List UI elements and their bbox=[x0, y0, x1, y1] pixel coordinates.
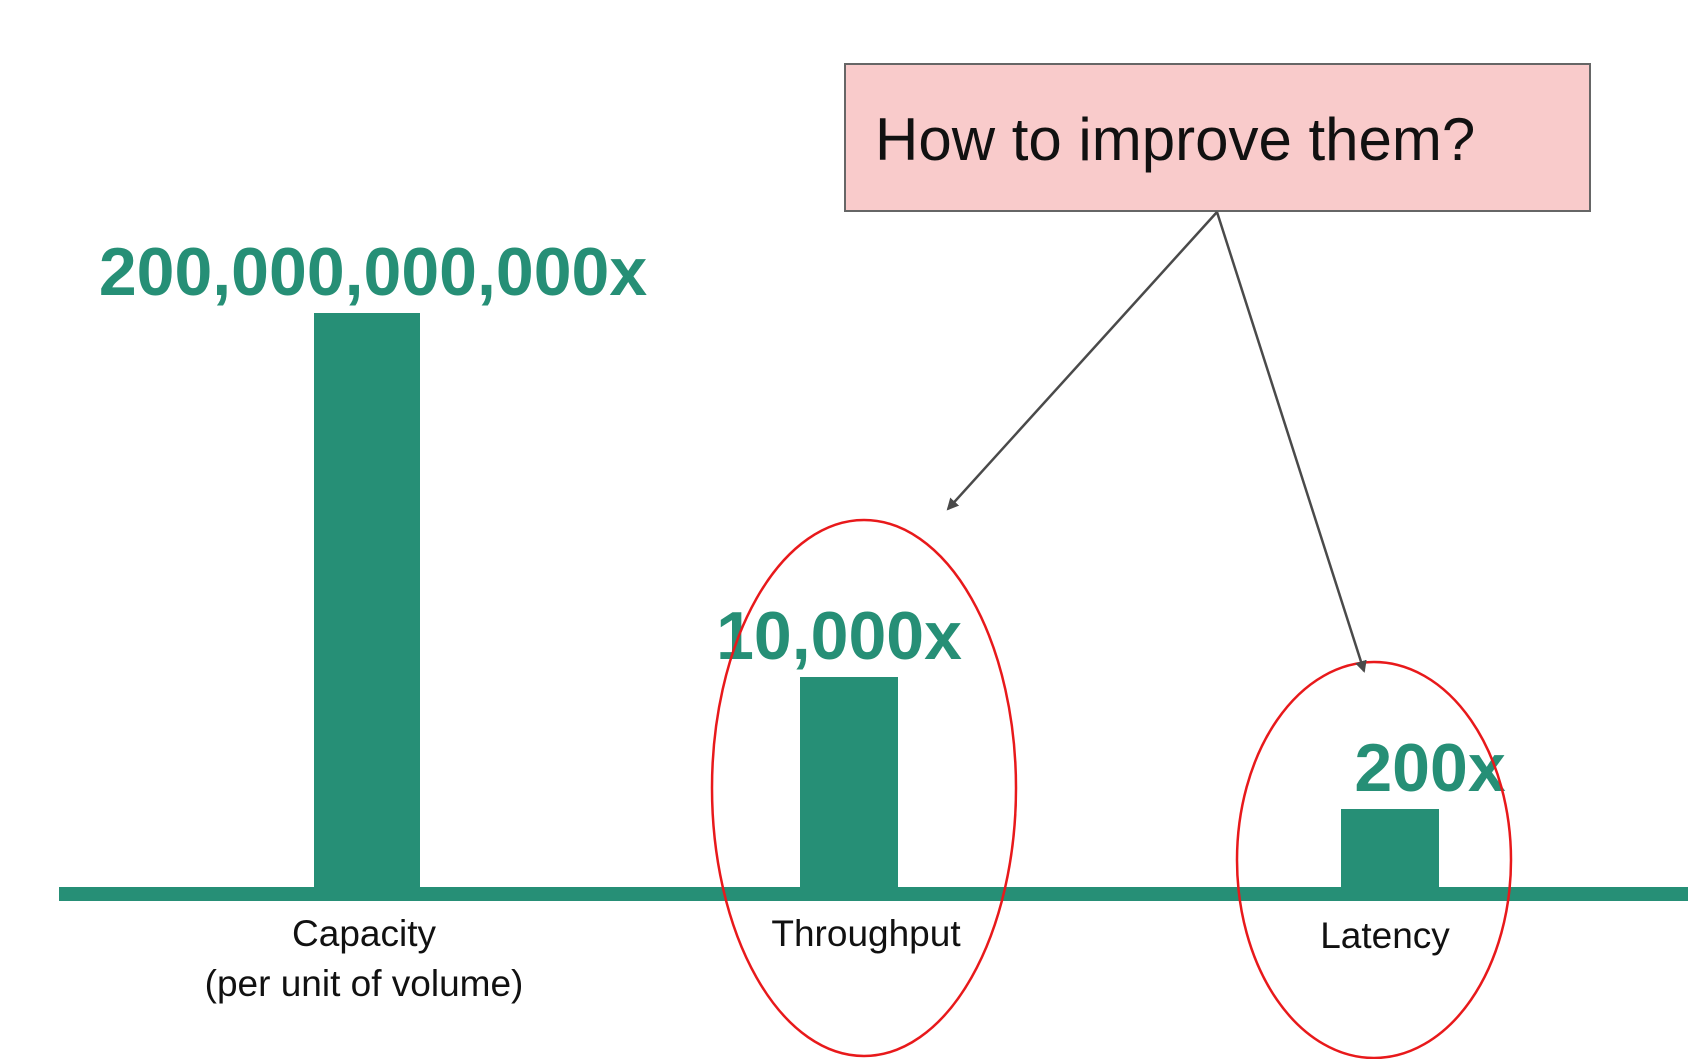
bar-throughput bbox=[800, 677, 898, 887]
highlight-ellipse-throughput bbox=[710, 518, 1018, 1058]
category-label-throughput: Throughput bbox=[771, 913, 961, 954]
value-label-throughput: 10,000x bbox=[716, 598, 962, 674]
bar-latency bbox=[1341, 809, 1439, 887]
category-sublabel-capacity: (per unit of volume) bbox=[205, 963, 524, 1004]
value-label-latency: 200x bbox=[1354, 730, 1505, 806]
arrow-to-throughput bbox=[946, 211, 1218, 511]
category-label-latency: Latency bbox=[1320, 915, 1450, 956]
callout-text: How to improve them? bbox=[875, 106, 1475, 173]
arrow-to-latency bbox=[1215, 211, 1367, 673]
value-label-capacity: 200,000,000,000x bbox=[99, 234, 647, 310]
callout-box bbox=[844, 63, 1591, 212]
highlight-ellipse-latency bbox=[1235, 660, 1513, 1059]
bar-capacity bbox=[314, 313, 420, 887]
category-label-capacity: Capacity bbox=[292, 913, 436, 954]
